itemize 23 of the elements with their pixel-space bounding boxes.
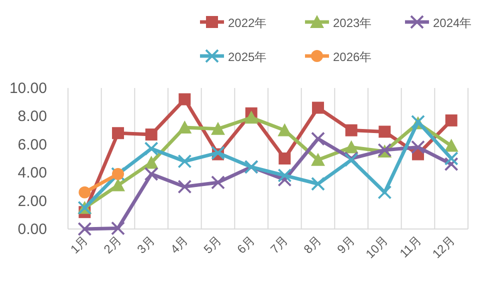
x-tick-label: 6月 bbox=[234, 233, 258, 256]
y-tick-label: 10.00 bbox=[9, 80, 47, 97]
x-tick-label: 8月 bbox=[301, 233, 324, 256]
legend-label: 2024年 bbox=[433, 16, 472, 30]
legend-label: 2025年 bbox=[228, 50, 267, 64]
x-tick-label: 4月 bbox=[168, 233, 191, 256]
y-tick-label: 0.00 bbox=[18, 221, 47, 238]
x-tick-label: 1月 bbox=[68, 233, 91, 256]
x-tick-label: 10月 bbox=[362, 233, 391, 262]
x-tick-label: 2月 bbox=[101, 233, 124, 256]
x-tick-label: 12月 bbox=[430, 233, 458, 262]
y-tick-label: 8.00 bbox=[18, 108, 47, 126]
x-tick-label: 3月 bbox=[134, 233, 158, 256]
y-tick-label: 2.00 bbox=[18, 192, 47, 210]
x-tick-label: 9月 bbox=[334, 233, 358, 256]
y-tick-label: 6.00 bbox=[18, 136, 47, 154]
legend-label: 2023年 bbox=[333, 16, 372, 30]
x-tick-label: 11月 bbox=[396, 233, 424, 260]
x-tick-label: 7月 bbox=[268, 233, 291, 256]
legend-label: 2022年 bbox=[228, 16, 267, 30]
legend-label: 2026年 bbox=[333, 50, 372, 64]
x-tick-label: 5月 bbox=[201, 233, 224, 256]
y-tick-label: 4.00 bbox=[18, 164, 47, 182]
